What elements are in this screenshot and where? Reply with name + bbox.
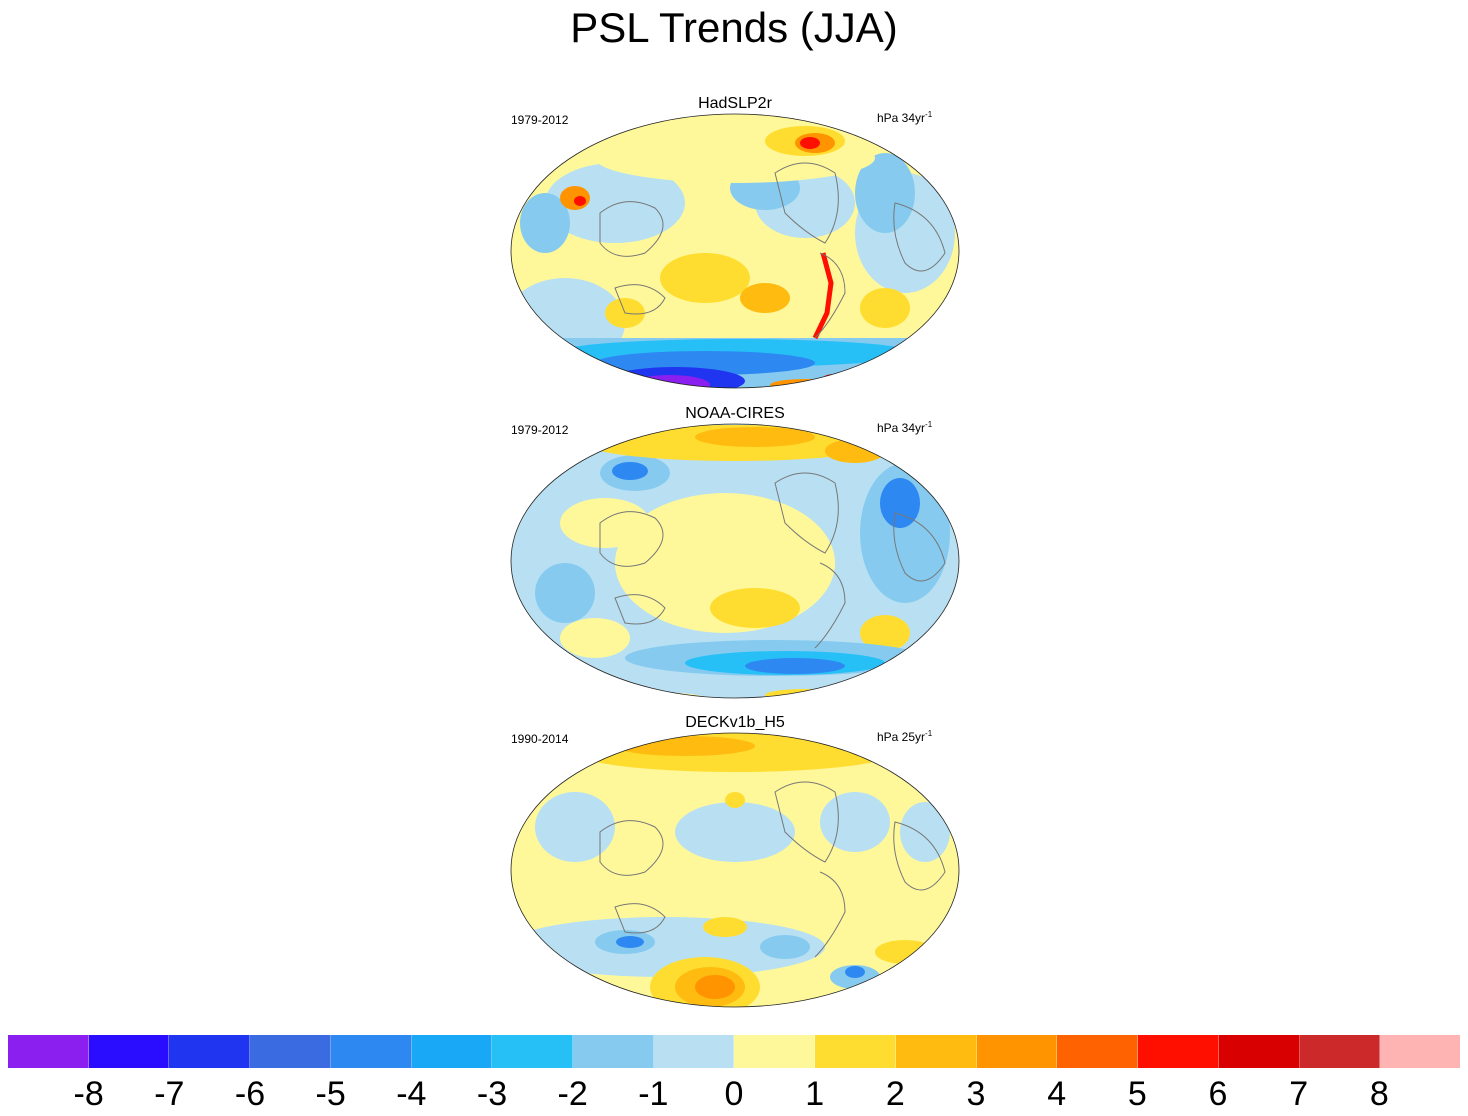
colorbar-tick-label: 8 (1369, 1075, 1389, 1113)
colorbar-swatch (734, 1035, 816, 1068)
colorbar-swatch (492, 1035, 574, 1068)
panel-title: NOAA-CIRES (685, 405, 785, 422)
colorbar-swatch (815, 1035, 896, 1068)
colorbar-tick-label: 4 (1047, 1075, 1067, 1113)
colorbar-swatch (1218, 1035, 1300, 1068)
colorbar-swatch (573, 1035, 654, 1068)
colorbar-swatch (653, 1035, 735, 1068)
panel-period: 1979-2012 (511, 113, 569, 127)
trend-map-deckv1b-h5 (510, 732, 960, 1008)
colorbar-tick-label: 1 (805, 1075, 825, 1113)
colorbar-tick-label: 7 (1289, 1075, 1309, 1113)
colorbar-swatch (8, 1035, 89, 1068)
colorbar-swatch (411, 1035, 493, 1068)
colorbar (8, 1035, 1460, 1068)
panel-units: hPa 34yr-1 (877, 110, 933, 126)
colorbar-swatch (88, 1035, 170, 1068)
panel-title: HadSLP2r (698, 95, 772, 112)
colorbar-swatch (1299, 1035, 1381, 1068)
colorbar-swatch (976, 1035, 1058, 1068)
map-panel-hadslp2r: HadSLP2r 1979-2012 hPa 34yr-1 (505, 95, 965, 395)
colorbar-tick-labels: -8 -7 -6 -5 -4 -3 -2 -1 0 1 2 3 4 5 6 7 8 (8, 1074, 1460, 1114)
colorbar-swatch (169, 1035, 251, 1068)
panel-units: hPa 34yr-1 (877, 420, 933, 436)
map-panel-deckv1b-h5: DECKv1b_H5 1990-2014 hPa 25yr-1 (505, 714, 965, 1014)
map-panel-noaa-cires: NOAA-CIRES 1979-2012 hPa 34yr-1 (505, 405, 965, 705)
panel-period: 1990-2014 (511, 732, 569, 746)
colorbar-tick-label: -8 (73, 1075, 104, 1113)
colorbar-tick-label: -6 (234, 1075, 266, 1113)
panel-period: 1979-2012 (511, 423, 569, 437)
colorbar-swatch (250, 1035, 331, 1068)
trend-map-hadslp2r (510, 113, 960, 389)
trend-map-noaa-cires (510, 423, 960, 699)
colorbar-tick-label: 3 (966, 1075, 986, 1113)
figure-title: PSL Trends (JJA) (570, 4, 898, 51)
colorbar-tick-label: -4 (396, 1075, 427, 1113)
colorbar-swatch (330, 1035, 412, 1068)
colorbar-tick-label: -7 (154, 1075, 185, 1113)
colorbar-tick-label: -1 (638, 1075, 669, 1113)
colorbar-tick-label: 5 (1127, 1075, 1147, 1113)
colorbar-tick-label: 2 (885, 1075, 905, 1113)
colorbar-swatch (1138, 1035, 1219, 1068)
colorbar-tick-label: -5 (315, 1075, 346, 1113)
panel-title: DECKv1b_H5 (685, 714, 785, 731)
colorbar-swatch (895, 1035, 977, 1068)
colorbar-tick-label: 6 (1208, 1075, 1228, 1113)
colorbar-tick-label: -2 (557, 1075, 588, 1113)
colorbar-swatch (1057, 1035, 1139, 1068)
colorbar-swatch (1380, 1035, 1460, 1068)
colorbar-tick-label: -3 (476, 1075, 508, 1113)
colorbar-tick-label: 0 (724, 1075, 744, 1113)
panel-units: hPa 25yr-1 (877, 729, 933, 745)
